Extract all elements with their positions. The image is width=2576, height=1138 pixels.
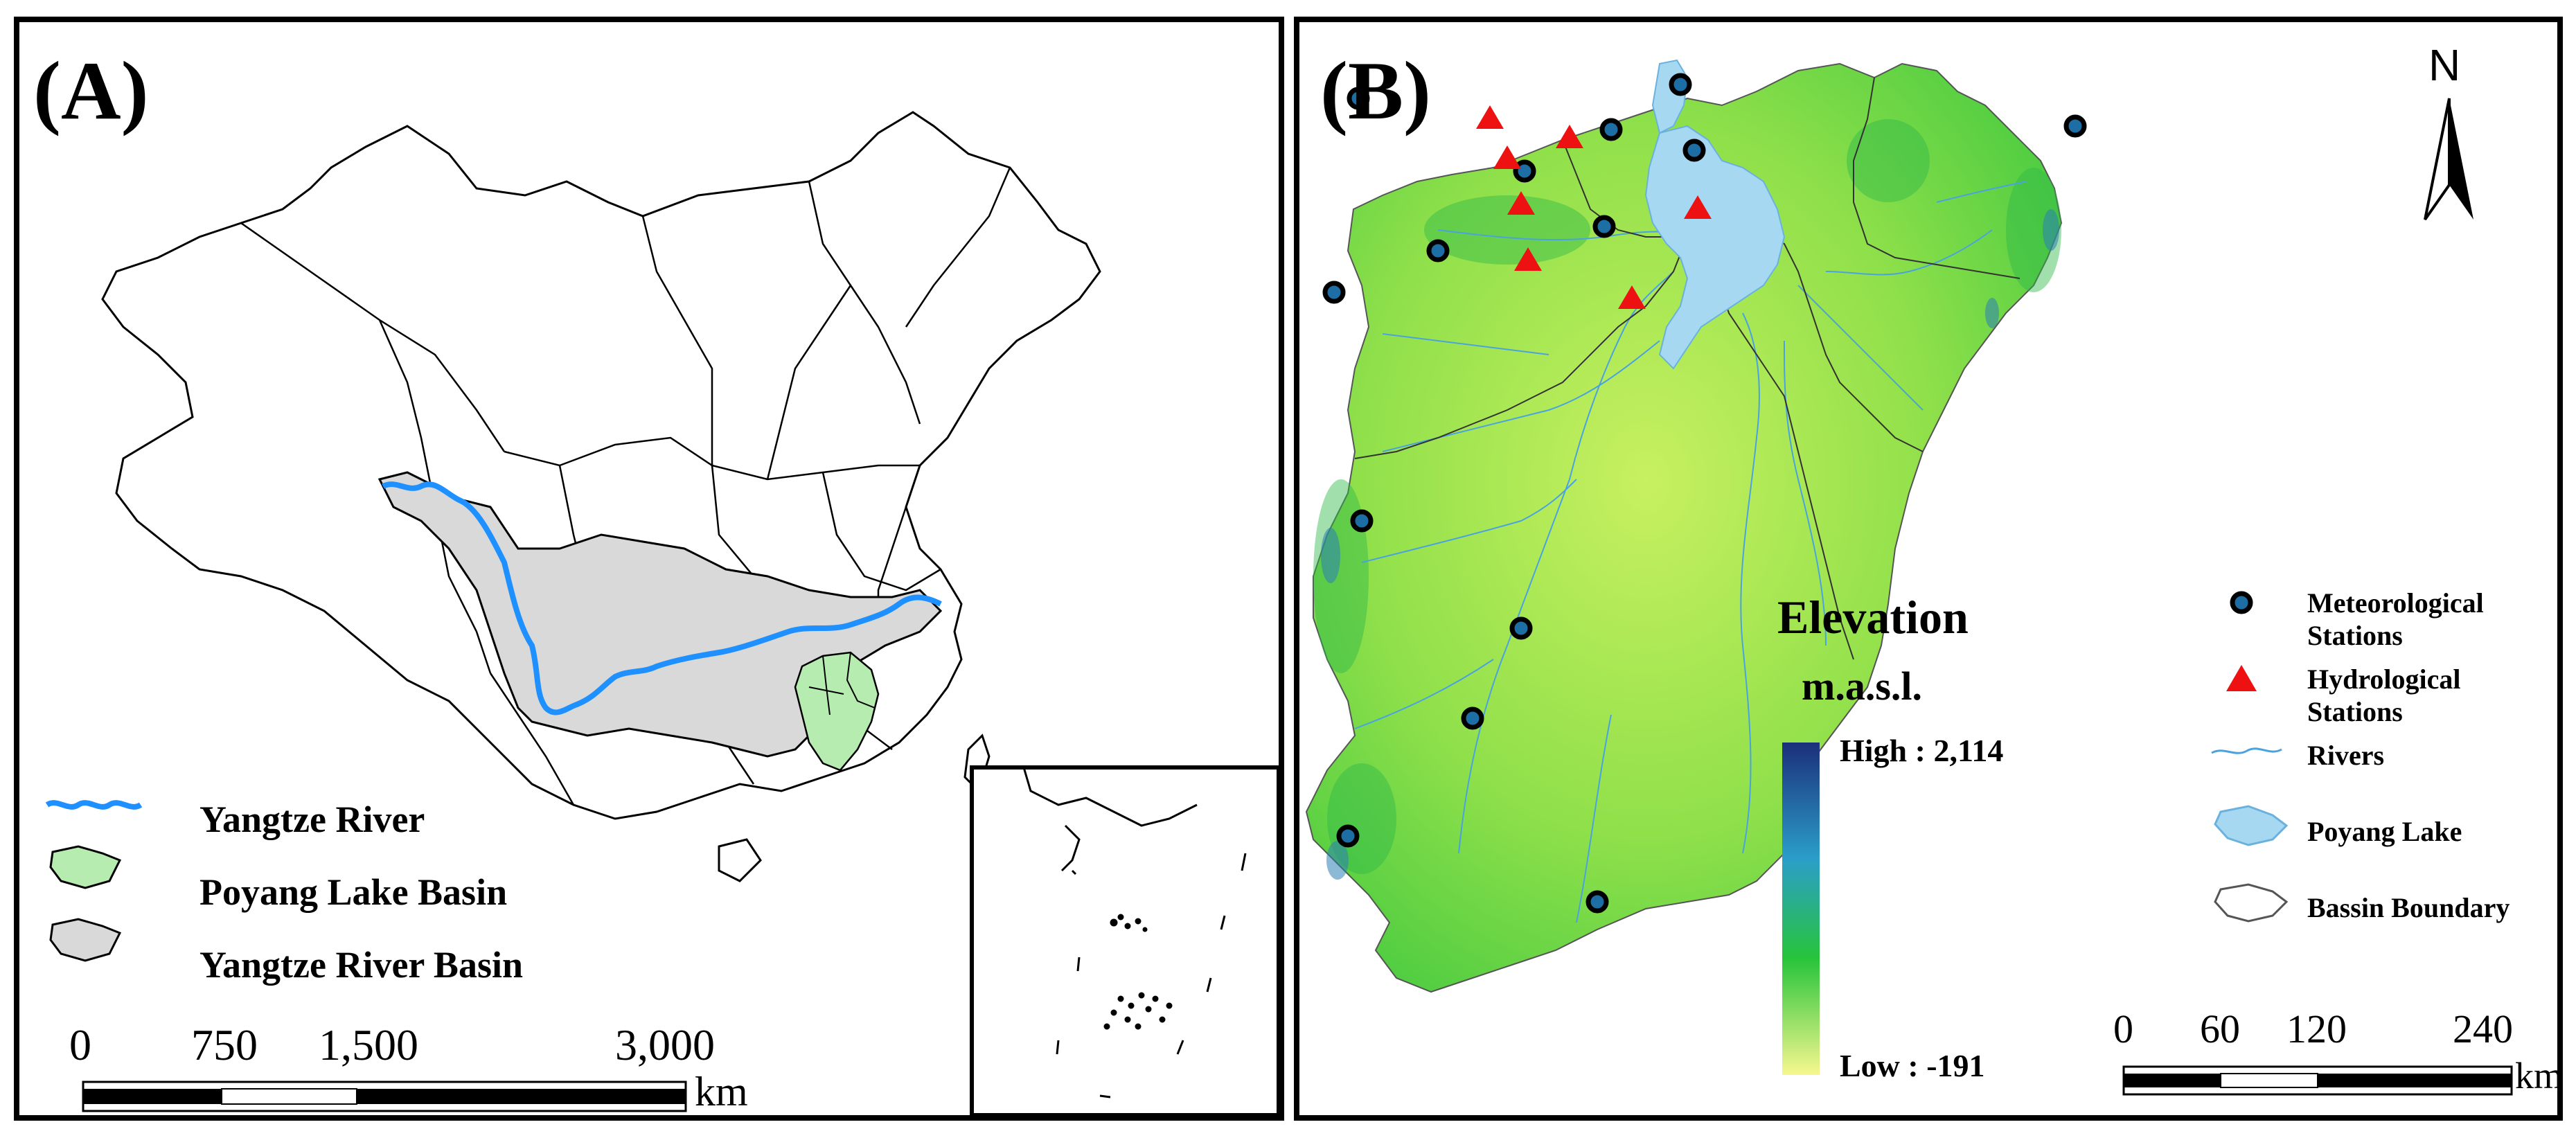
met-station xyxy=(1336,824,1360,848)
poyang-elevation-svg xyxy=(1305,59,2513,1096)
legend-lake-icon xyxy=(2214,805,2289,846)
legend-label-met: Meteorological Stations xyxy=(2307,587,2484,651)
met-station xyxy=(1669,73,1692,96)
hydro-station xyxy=(1514,247,1542,271)
elevation-title: Elevation xyxy=(1777,591,1969,643)
scale-bar-b xyxy=(2122,1065,2513,1096)
hydro-station xyxy=(1618,285,1646,309)
panel-a-china-map: (A) Yangtze River Poyang Lake Basin Yang… xyxy=(14,17,1284,1121)
legend-river-icon xyxy=(2211,747,2282,754)
scale-a-unit: km xyxy=(695,1069,748,1114)
south-china-sea-inset-frame xyxy=(970,765,1279,1115)
legend-met-icon xyxy=(2230,591,2253,614)
legend-yangtze-river-swatch xyxy=(45,800,143,810)
legend-label-yangtze-river: Yangtze River xyxy=(199,799,425,840)
met-station xyxy=(1350,509,1374,533)
legend-panel-b xyxy=(2211,591,2289,923)
legend-boundary-icon xyxy=(2214,883,2289,923)
elevation-unit: m.a.s.l. xyxy=(1802,664,1922,709)
met-station xyxy=(1513,159,1536,183)
legend-panel-a xyxy=(45,800,143,962)
met-station xyxy=(1347,87,1370,110)
elevation-low: Low : -191 xyxy=(1840,1048,1985,1083)
scale-b-tick-60: 60 xyxy=(2200,1006,2240,1051)
legend-hydro-icon xyxy=(2226,665,2257,691)
yangtze-river-line xyxy=(382,481,942,715)
china-map-svg xyxy=(45,111,1279,1115)
poyang-basin-terrain xyxy=(1305,62,2063,993)
hydrological-stations xyxy=(1476,105,1712,309)
mountain-shading xyxy=(1313,119,2061,874)
legend-label-yangtze-river-basin: Yangtze River Basin xyxy=(199,944,523,986)
hydro-station xyxy=(1493,145,1521,169)
south-china-sea-islands xyxy=(1022,767,1247,1099)
scale-a-tick-0: 0 xyxy=(69,1020,91,1069)
met-station xyxy=(1426,239,1450,263)
poyang-sub-boundaries xyxy=(808,652,876,715)
hydro-station xyxy=(1476,105,1504,129)
hydro-station xyxy=(1507,191,1535,215)
panel-b-label: (B) xyxy=(1320,44,1431,136)
met-station xyxy=(1682,139,1706,162)
north-arrow-icon xyxy=(2424,98,2473,221)
elevation-colorbar xyxy=(1782,743,1820,1075)
legend-label-lake: Poyang Lake xyxy=(2307,816,2462,847)
legend-label-rivers: Rivers xyxy=(2307,740,2385,771)
scale-a-tick-750: 750 xyxy=(191,1020,258,1069)
hainan-island xyxy=(718,838,762,882)
panel-a-label: (A) xyxy=(33,44,149,136)
high-peaks xyxy=(1321,209,2059,880)
met-station xyxy=(2063,114,2087,138)
elevation-high: High : 2,114 xyxy=(1840,733,2004,768)
scale-a-tick-1500: 1,500 xyxy=(319,1020,418,1069)
rivers-network xyxy=(1354,181,2027,923)
legend-label-poyang-lake-basin: Poyang Lake Basin xyxy=(199,871,508,913)
scale-b-tick-240: 240 xyxy=(2453,1006,2513,1051)
scale-b-tick-0: 0 xyxy=(2113,1006,2133,1051)
met-station xyxy=(1592,215,1616,238)
legend-poyang-swatch xyxy=(49,845,122,889)
met-station xyxy=(1585,890,1609,914)
north-label: N xyxy=(2428,40,2461,90)
panel-b-poyang-map: (B) N Elevation m.a.s.l. High : 2,114 Lo… xyxy=(1294,17,2563,1121)
met-station xyxy=(1461,706,1484,730)
scale-b-tick-120: 120 xyxy=(2286,1006,2347,1051)
poyang-lake xyxy=(1644,125,1786,370)
legend-label-hydro: Hydrological Stations xyxy=(2307,664,2461,727)
scale-bar-a xyxy=(82,1081,687,1112)
meteorological-stations xyxy=(1322,73,2087,914)
met-station xyxy=(1509,616,1533,640)
scale-b-unit: km xyxy=(2515,1055,2564,1096)
met-station xyxy=(1599,118,1623,141)
met-station xyxy=(1322,281,1346,304)
legend-yangtze-basin-swatch xyxy=(49,918,122,962)
hydro-station xyxy=(1556,125,1583,148)
legend-label-boundary: Bassin Boundary xyxy=(2307,892,2510,923)
hydro-station xyxy=(1684,195,1712,219)
scale-a-tick-3000: 3,000 xyxy=(615,1020,715,1069)
